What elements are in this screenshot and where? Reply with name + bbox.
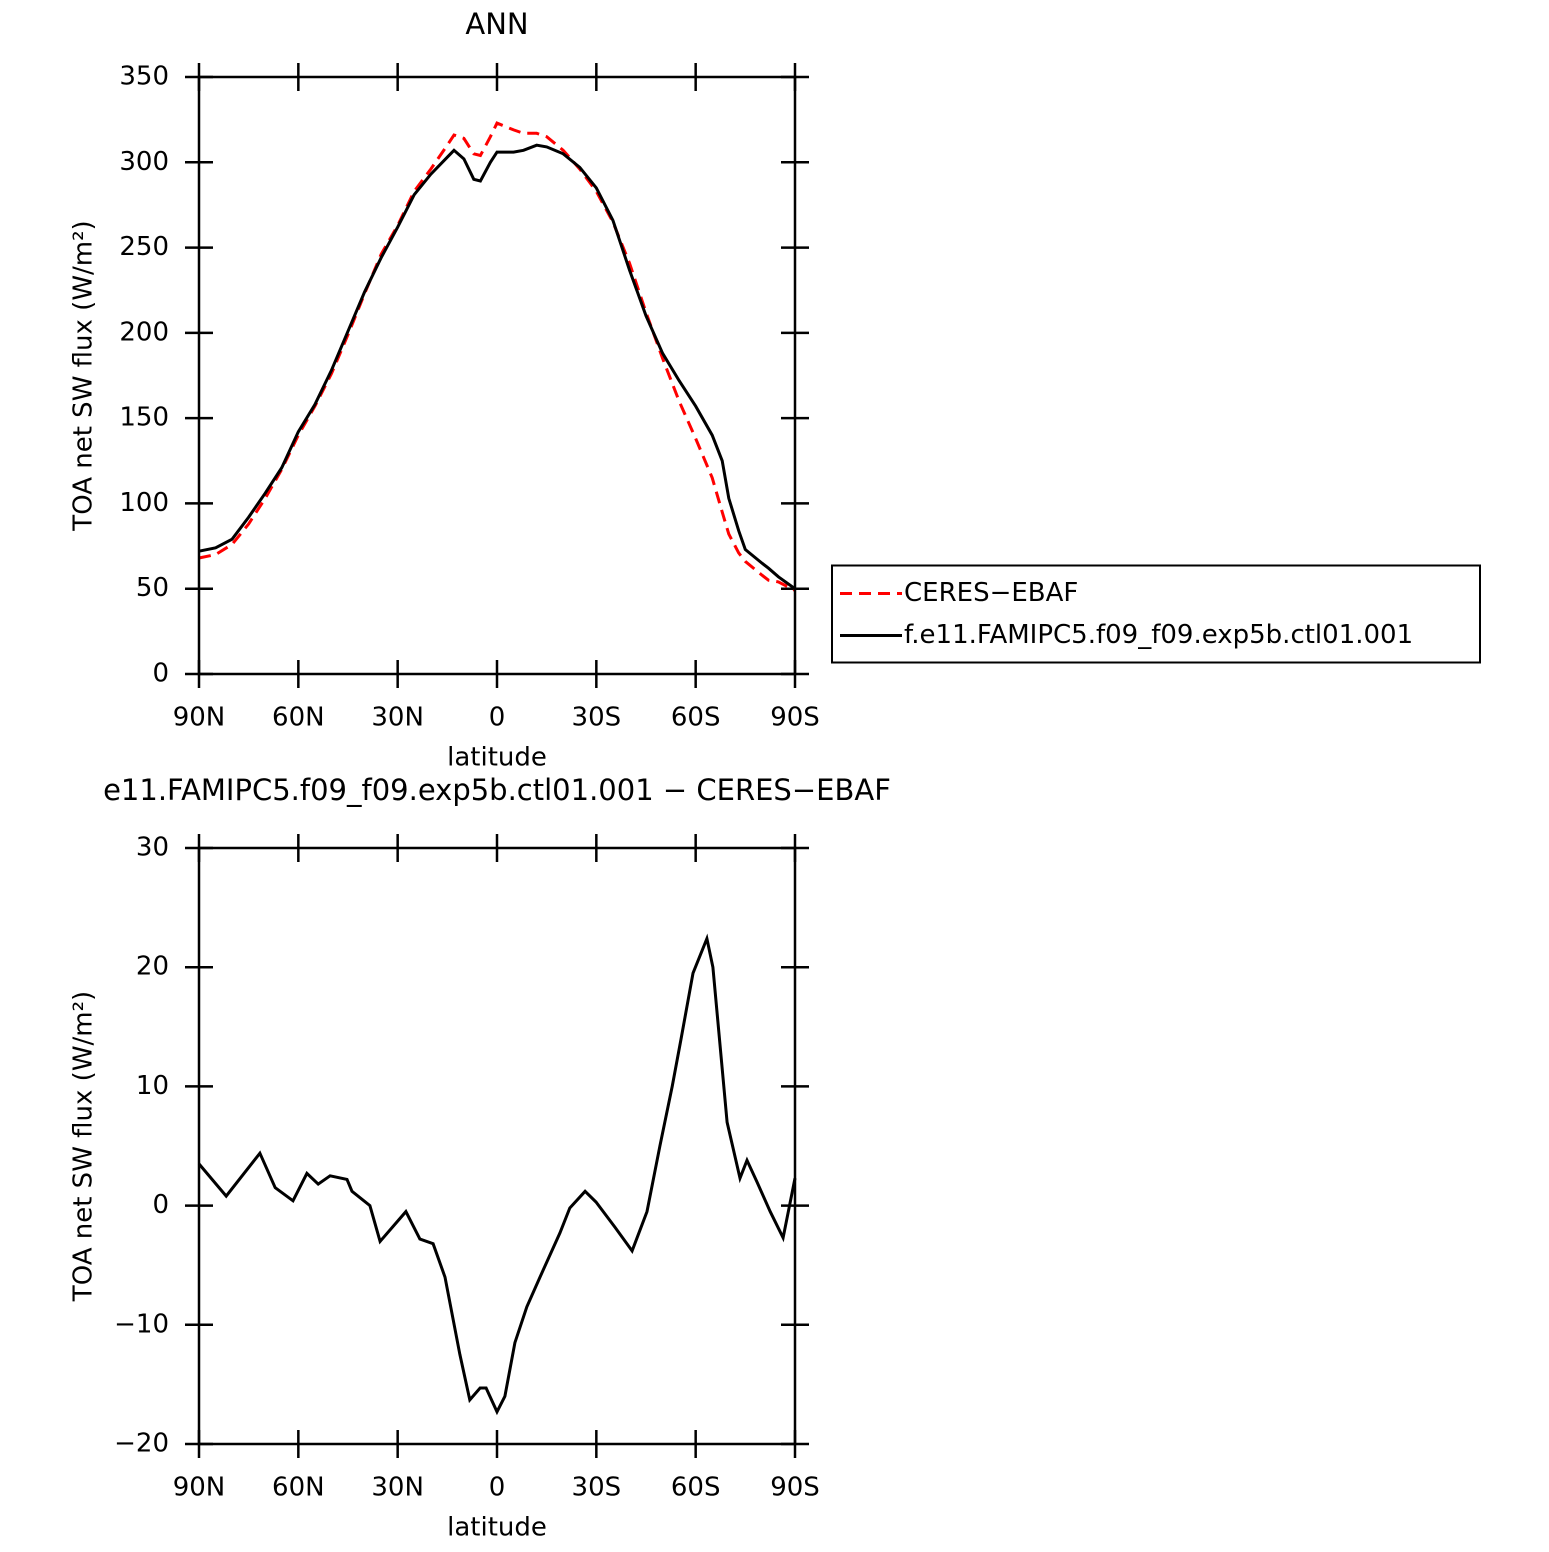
x-tick-label: 90N	[173, 703, 226, 733]
x-tick-label: 30S	[572, 1473, 622, 1503]
y-tick-label: 20	[136, 952, 169, 982]
x-tick-label: 60S	[671, 1473, 721, 1503]
x-axis-label: latitude	[447, 1513, 547, 1543]
y-tick-label: 50	[136, 573, 169, 603]
x-tick-label: 30S	[572, 703, 622, 733]
y-tick-label: 350	[119, 62, 169, 92]
plot-frame	[197, 75, 797, 676]
series-line	[197, 933, 797, 1416]
x-tick-label: 90S	[770, 1473, 820, 1503]
y-tick-label: 250	[119, 232, 169, 262]
y-tick-label: 100	[119, 488, 169, 518]
x-tick-label: 30N	[371, 1473, 424, 1503]
legend-box	[831, 564, 1481, 664]
x-tick-label: 90S	[770, 703, 820, 733]
x-tick-label: 30N	[371, 703, 424, 733]
y-tick-label: 10	[136, 1071, 169, 1101]
x-tick-label: 0	[489, 1473, 506, 1503]
y-tick-label: 30	[136, 833, 169, 863]
x-tick-label: 60S	[671, 703, 721, 733]
x-tick-label: 0	[489, 703, 506, 733]
x-tick-label: 60N	[272, 703, 325, 733]
y-tick-label: −10	[114, 1309, 169, 1339]
y-axis-label: TOA net SW flux (W/m²)	[69, 220, 99, 531]
chart-title: ANN	[465, 7, 528, 41]
x-axis-label: latitude	[447, 743, 547, 773]
plot-frame	[197, 846, 797, 1446]
series-line	[198, 143, 796, 590]
chart-title: e11.FAMIPC5.f09_f09.exp5b.ctl01.001 − CE…	[103, 773, 891, 807]
legend-label: f.e11.FAMIPC5.f09_f09.exp5b.ctl01.001	[904, 620, 1413, 650]
x-tick-label: 60N	[272, 1473, 325, 1503]
y-tick-label: 150	[119, 403, 169, 433]
y-tick-label: 300	[119, 147, 169, 177]
y-axis-label: TOA net SW flux (W/m²)	[69, 991, 99, 1302]
series-line	[198, 121, 796, 592]
y-tick-label: 0	[152, 1190, 169, 1220]
y-tick-label: 0	[152, 659, 169, 689]
y-tick-label: 200	[119, 317, 169, 347]
x-tick-label: 90N	[173, 1473, 226, 1503]
y-tick-label: −20	[114, 1429, 169, 1459]
legend-label: CERES−EBAF	[904, 578, 1078, 608]
